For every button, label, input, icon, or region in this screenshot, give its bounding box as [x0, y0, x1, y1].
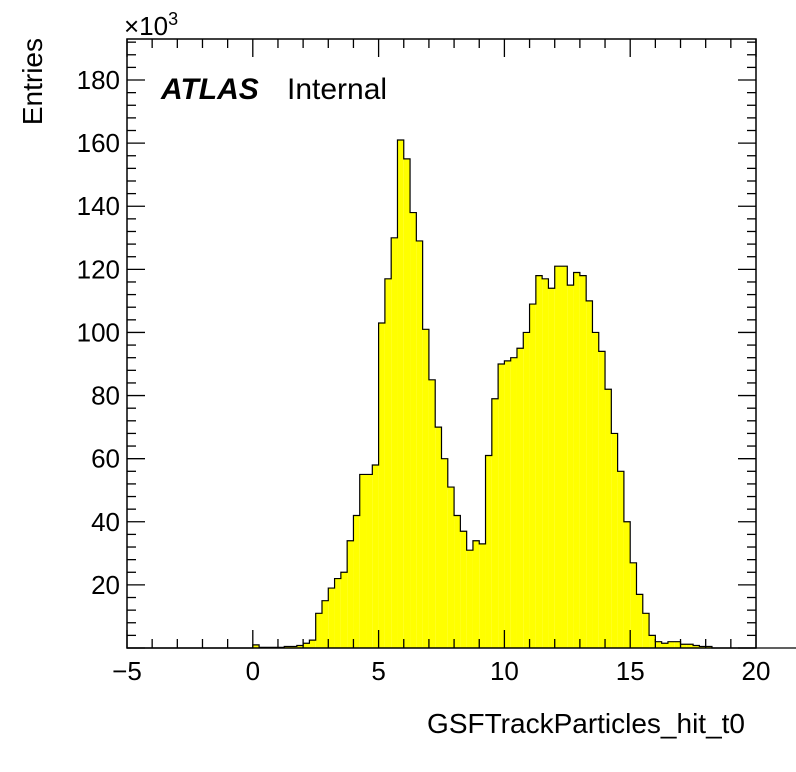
y-tick-label: 80 [91, 381, 120, 411]
histogram-bin [296, 645, 304, 648]
histogram-bin [441, 458, 448, 648]
histogram-bin [460, 531, 467, 648]
histogram-bin [359, 474, 367, 648]
histogram-bars [252, 139, 712, 649]
histogram-bin [397, 139, 404, 648]
histogram-bin [567, 285, 574, 648]
y-tick-label: 180 [77, 65, 120, 95]
histogram-bin [416, 240, 423, 648]
histogram-bin [529, 304, 536, 648]
histogram-bin [510, 357, 517, 648]
histogram-bin [598, 351, 606, 648]
x-tick-label: 0 [246, 656, 260, 686]
histogram-bin [435, 427, 442, 648]
y-tick-label: 100 [77, 317, 120, 347]
histogram-bin [592, 332, 599, 648]
histogram-bin [617, 471, 624, 648]
histogram-outline [127, 139, 796, 649]
histogram-bin [309, 640, 316, 648]
histogram-bin [655, 641, 662, 648]
x-tick-label: 5 [371, 656, 385, 686]
histogram-bin [454, 515, 461, 648]
histogram-bin [466, 550, 473, 648]
y-axis-title: Entries [17, 38, 48, 125]
y-tick-label: 160 [77, 128, 120, 158]
histogram-bin [472, 540, 480, 648]
histogram-bin [315, 613, 322, 648]
histogram-bin [661, 643, 668, 648]
histogram-bin [611, 433, 618, 648]
internal-label: Internal [287, 73, 387, 106]
histogram-bin [561, 266, 568, 648]
plot-frame [126, 38, 757, 649]
histogram-bin [447, 487, 455, 648]
y-tick-label: 140 [77, 191, 120, 221]
x-tick-label: 15 [616, 656, 645, 686]
x-tick-label: 20 [742, 656, 771, 686]
histogram-bin [649, 635, 656, 648]
histogram-bin [605, 389, 612, 648]
histogram-bin [479, 543, 486, 648]
histogram-bin [428, 379, 436, 648]
tick-labels: −5 0 5 10 15 20 20 40 60 80 100 120 140 160 180 [77, 65, 771, 686]
histogram-bin [636, 594, 643, 648]
histogram-bin [579, 275, 587, 648]
y-axis-multiplier: ×103 [124, 9, 178, 41]
histogram-bin [403, 158, 411, 648]
histogram-bin [378, 322, 385, 648]
histogram-bin [642, 613, 650, 648]
histogram-bin [328, 588, 335, 648]
histogram-bin [391, 237, 398, 649]
x-tick-label: −5 [112, 656, 142, 686]
histogram-bin [321, 600, 329, 648]
histogram-bin [504, 360, 511, 648]
histogram-bin [573, 272, 580, 648]
histogram-bin [523, 332, 530, 648]
histogram-bin [340, 572, 348, 648]
y-tick-label: 40 [91, 507, 120, 537]
histogram-bin [699, 646, 706, 648]
histogram-bin [485, 455, 492, 648]
atlas-label: ATLAS [160, 73, 259, 106]
histogram-bin [252, 644, 260, 648]
histogram-bin [535, 275, 543, 648]
histogram-bin [667, 641, 675, 648]
histogram-bin [630, 562, 637, 648]
histogram-bin [516, 348, 524, 648]
histogram-bin [623, 521, 631, 648]
histogram-bin [680, 644, 687, 648]
histogram-bin [693, 645, 700, 648]
y-tick-label: 120 [77, 254, 120, 284]
histogram-bin [586, 300, 593, 648]
histogram-bin [548, 288, 555, 648]
histogram-bin [674, 641, 681, 648]
y-tick-label: 60 [91, 444, 120, 474]
histogram-bin [303, 643, 310, 648]
histogram-bin [347, 540, 354, 648]
histogram-bin [334, 578, 341, 648]
histogram-bin [542, 278, 549, 648]
y-tick-label: 20 [91, 570, 120, 600]
histogram-bin [686, 644, 694, 648]
histogram-bin [498, 364, 505, 648]
histogram-bin [554, 266, 562, 648]
histogram-bin [705, 646, 712, 648]
axis-ticks [126, 39, 757, 649]
histogram-bin [410, 212, 417, 648]
histogram-bin [372, 464, 379, 648]
histogram-bin [366, 474, 373, 648]
histogram-bin [284, 646, 291, 648]
histogram-bin [491, 398, 499, 648]
histogram-bin [422, 329, 429, 648]
histogram-bin [290, 646, 297, 648]
x-tick-label: 10 [490, 656, 519, 686]
x-axis-title: GSFTrackParticles_hit_t0 [427, 708, 745, 739]
histogram-bin [353, 515, 360, 648]
histogram-bin [384, 278, 392, 648]
